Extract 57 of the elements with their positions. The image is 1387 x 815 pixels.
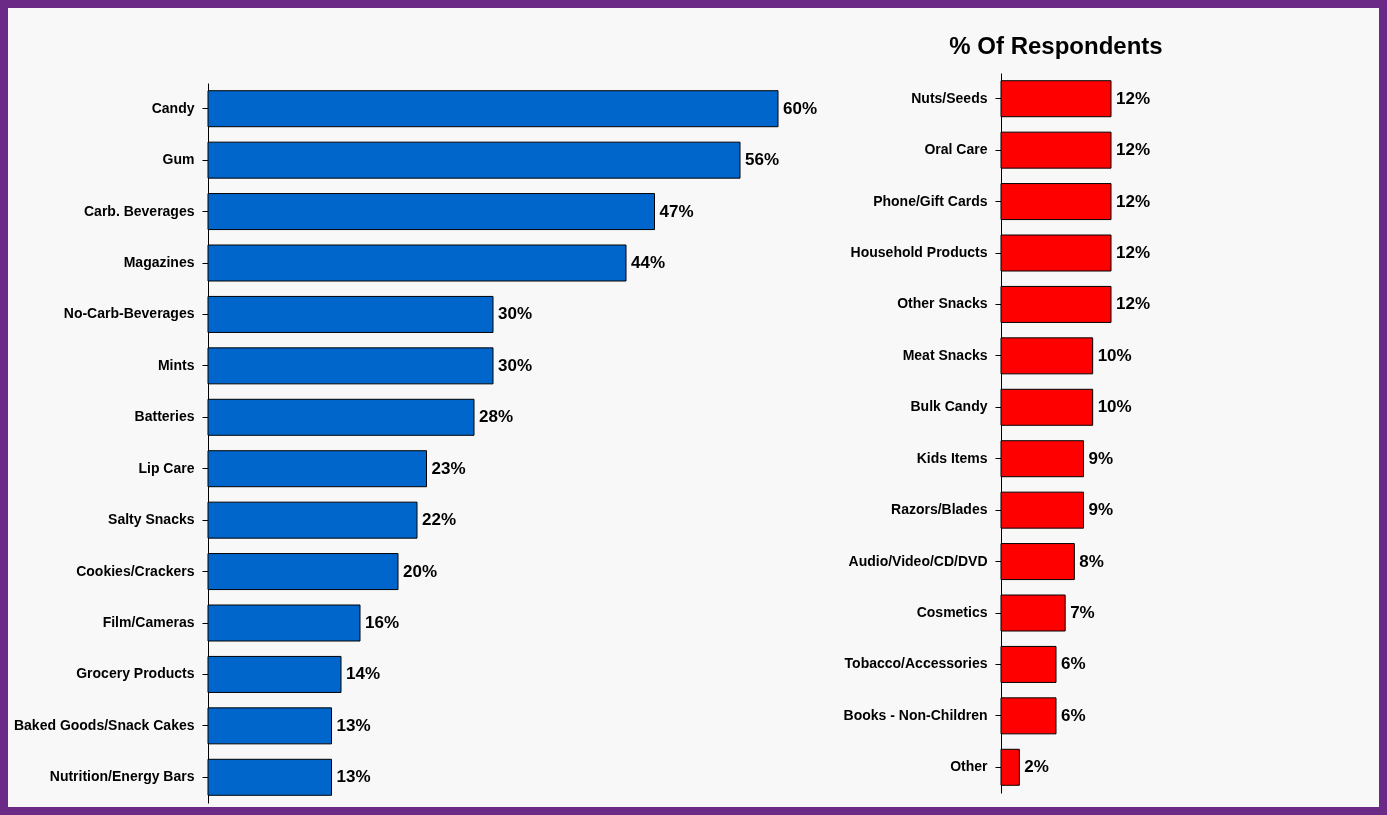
y-tick-label: Meat Snacks: [902, 346, 988, 363]
y-tick-label: Kids Items: [916, 449, 988, 466]
y-tick-label: Other: [950, 758, 989, 775]
data-label: 6%: [1061, 654, 1086, 674]
y-tick-label: Magazines: [123, 254, 195, 270]
data-label: 56%: [745, 150, 780, 170]
data-label: 23%: [431, 458, 466, 478]
y-tick-label: Carb. Beverages: [83, 202, 195, 219]
data-label: 44%: [631, 253, 666, 272]
data-label: 13%: [336, 715, 371, 735]
y-tick-label: Lip Care: [138, 459, 195, 476]
data-label: 12%: [1116, 191, 1151, 211]
y-tick-label: Tobacco/Accessories: [844, 655, 988, 672]
data-label: 47%: [659, 201, 694, 221]
data-label: 10%: [1097, 345, 1132, 365]
y-tick-label: Film/Cameras: [102, 614, 195, 630]
y-tick-label: Salty Snacks: [108, 511, 195, 528]
y-tick-label: Razors/Blades: [891, 501, 988, 518]
data-label: 30%: [498, 304, 533, 324]
data-label: 9%: [1088, 448, 1114, 468]
data-label: 13%: [336, 767, 371, 787]
y-tick-label: Cookies/Crackers: [76, 562, 195, 579]
data-label: 12%: [1116, 294, 1151, 314]
data-label: 28%: [479, 407, 514, 427]
data-label: 14%: [346, 664, 381, 684]
y-tick-label: Other Snacks: [897, 295, 988, 312]
data-label: 9%: [1088, 500, 1114, 520]
y-tick-label: Batteries: [134, 408, 195, 425]
y-tick-label: Phone/Gift Cards: [873, 192, 988, 209]
y-tick-label: Candy: [151, 99, 195, 116]
data-label: 22%: [422, 510, 457, 530]
data-label: 16%: [365, 613, 400, 632]
y-tick-label: Mints: [157, 356, 195, 373]
data-label: 20%: [403, 561, 438, 581]
y-tick-label: Baked Goods/Snack Cakes: [13, 716, 195, 733]
y-tick-label: Nutrition/Energy Bars: [49, 768, 195, 785]
y-tick-label: Household Products: [850, 244, 988, 260]
data-label: 7%: [1070, 603, 1095, 622]
y-tick-label: No-Carb-Beverages: [63, 305, 195, 322]
y-tick-label: Bulk Candy: [910, 398, 988, 415]
y-tick-label: Cosmetics: [916, 604, 988, 620]
data-label: 60%: [783, 98, 818, 118]
y-tick-label: Grocery Products: [76, 665, 195, 682]
y-tick-label: Books - Non-Children: [843, 706, 988, 723]
data-label: 30%: [498, 355, 533, 375]
y-tick-label: Audio/Video/CD/DVD: [848, 552, 988, 569]
data-label: 12%: [1116, 140, 1151, 160]
data-label: 6%: [1061, 705, 1086, 725]
data-label: 12%: [1116, 243, 1151, 262]
y-tick-label: Oral Care: [924, 141, 988, 158]
data-label: 2%: [1024, 757, 1049, 777]
chart-title: % Of Respondents: [949, 32, 1163, 59]
y-tick-label: Nuts/Seeds: [911, 89, 988, 106]
data-label: 8%: [1079, 551, 1104, 571]
data-label: 12%: [1116, 88, 1151, 108]
y-tick-label: Gum: [162, 151, 195, 168]
data-label: 10%: [1097, 397, 1132, 417]
